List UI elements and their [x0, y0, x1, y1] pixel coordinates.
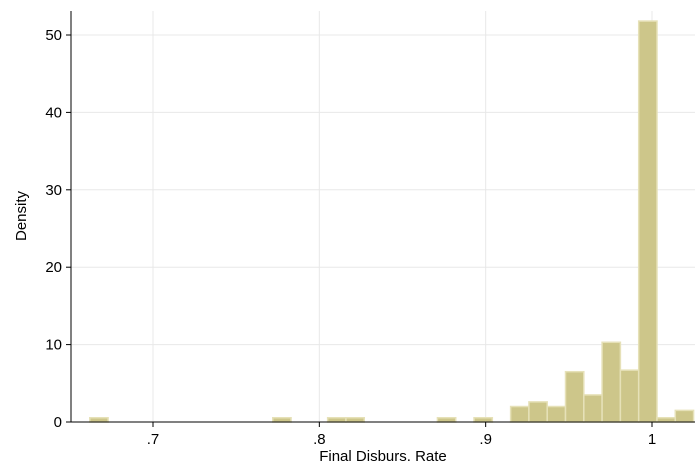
- histogram-bar: [583, 394, 603, 423]
- y-tick-label: 10: [45, 337, 62, 354]
- histogram-bar: [674, 409, 695, 423]
- x-tick-label: .8: [313, 431, 326, 448]
- histogram-bar: [656, 416, 677, 423]
- x-tick-label: .9: [479, 431, 492, 448]
- y-tick-label: 20: [45, 259, 62, 276]
- histogram-bar: [345, 416, 365, 423]
- y-axis-ticks: 0 10 20 30 40 50: [45, 27, 71, 431]
- x-tick-label: 1: [648, 431, 656, 448]
- histogram-bar: [473, 416, 494, 423]
- histogram-bar: [272, 416, 292, 423]
- x-tick-label: .7: [147, 431, 160, 448]
- histogram-bar: [326, 416, 347, 423]
- histogram-bar: [509, 405, 530, 423]
- y-tick-label: 40: [45, 104, 62, 121]
- y-axis-title: Density: [13, 190, 30, 241]
- histogram-bar: [546, 405, 567, 423]
- histogram-bar: [601, 341, 622, 423]
- histogram-bar: [89, 416, 109, 423]
- x-axis-title: Final Disburs. Rate: [319, 448, 447, 465]
- histogram-bar: [528, 401, 548, 423]
- histogram-bar: [619, 369, 640, 423]
- histogram-bar: [436, 416, 457, 423]
- x-axis-ticks: .7 .8 .9 1: [147, 422, 656, 448]
- y-tick-label: 50: [45, 27, 62, 44]
- y-tick-label: 30: [45, 182, 62, 199]
- y-tick-label: 0: [54, 414, 62, 431]
- histogram-bars: [89, 20, 695, 423]
- histogram-bar: [637, 20, 658, 423]
- histogram-bar: [564, 370, 585, 423]
